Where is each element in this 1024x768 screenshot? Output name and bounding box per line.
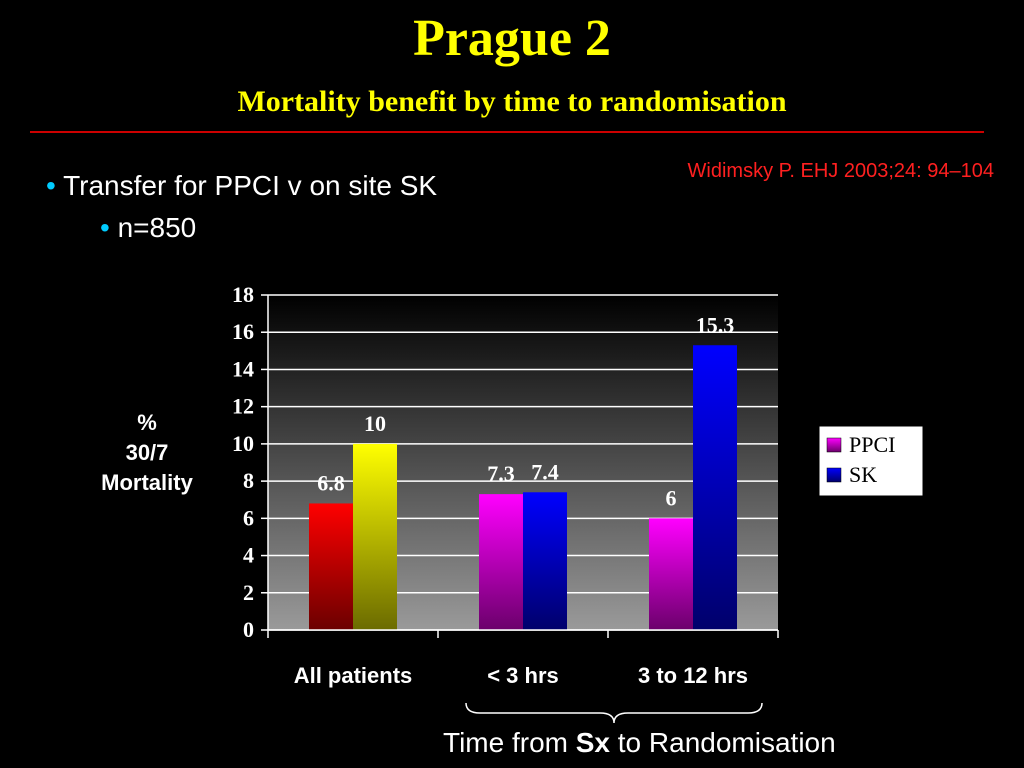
x-tick-label: 3 to 12 hrs	[638, 663, 748, 688]
y-tick-label: 4	[243, 543, 254, 568]
y-tick-label: 2	[243, 580, 254, 605]
x-tick-label: < 3 hrs	[487, 663, 559, 688]
bullet-text: Transfer for PPCI v on site SK	[63, 170, 438, 201]
legend-label: PPCI	[849, 432, 895, 457]
data-label: 15.3	[696, 312, 735, 337]
bar-sk-1	[523, 492, 567, 630]
y-axis-label-line: Mortality	[101, 470, 193, 495]
slide-subtitle: Mortality benefit by time to randomisati…	[237, 85, 787, 118]
x-axis-title-after: to Randomisation	[610, 727, 836, 758]
bar-ppci-2	[649, 518, 693, 630]
grouping-brace	[465, 702, 763, 724]
bar-sk-0	[353, 443, 397, 630]
x-tick-label: All patients	[294, 663, 413, 688]
bullet-item: • Transfer for PPCI v on site SK	[46, 170, 437, 202]
y-tick-label: 0	[243, 617, 254, 642]
y-tick-label: 8	[243, 468, 254, 493]
legend	[818, 425, 924, 497]
y-tick-label: 14	[232, 356, 254, 381]
y-tick-label: 10	[232, 431, 254, 456]
sub-bullet-item: • n=850	[100, 212, 196, 244]
x-axis-title-bold: Sx	[575, 727, 610, 758]
bullet-marker: •	[100, 212, 110, 243]
y-tick-label: 16	[232, 319, 254, 344]
legend-swatch-sk	[826, 467, 842, 483]
citation: Widimsky P. EHJ 2003;24: 94–104	[687, 160, 994, 182]
bar-sk-2	[693, 345, 737, 630]
legend-label: SK	[849, 462, 877, 487]
title-divider	[30, 131, 984, 133]
y-axis-label-line: %	[137, 410, 157, 435]
data-label: 6.8	[317, 470, 345, 495]
y-axis-label: % 30/7 Mortality	[86, 408, 208, 498]
x-axis-title: Time from Sx to Randomisation	[443, 726, 836, 760]
bar-ppci-0	[309, 503, 353, 630]
data-label: 10	[364, 411, 386, 436]
y-tick-label: 12	[232, 394, 254, 419]
data-label: 7.3	[487, 461, 515, 486]
slide-title: Prague 2	[413, 10, 611, 67]
bullet-text: n=850	[117, 212, 197, 243]
data-label: 6	[666, 485, 677, 510]
y-tick-label: 6	[243, 505, 254, 530]
x-axis-title-before: Time from	[443, 727, 576, 758]
y-tick-label: 18	[232, 282, 254, 307]
bar-ppci-1	[479, 494, 523, 630]
legend-swatch-ppci	[826, 437, 842, 453]
y-axis-label-line: 30/7	[125, 440, 169, 465]
data-label: 7.4	[531, 459, 559, 484]
bullet-marker: •	[46, 170, 56, 201]
